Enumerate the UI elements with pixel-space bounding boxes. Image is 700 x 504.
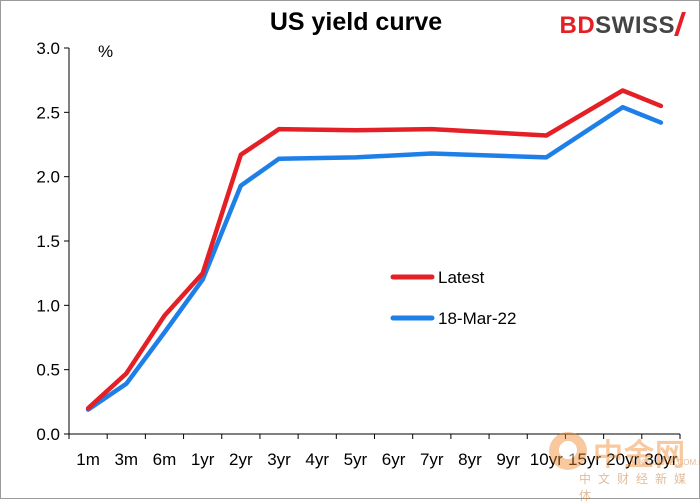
series-lines [85, 88, 664, 412]
x-tick-label: 10yr [530, 450, 563, 469]
brand-swiss: SWISS [595, 12, 675, 39]
y-tick-label: 1.0 [36, 296, 60, 315]
x-tick-label: 6yr [382, 450, 406, 469]
legend-label: Latest [438, 268, 485, 287]
x-tick-label: 20yr [606, 450, 639, 469]
legend-label: 18-Mar-22 [438, 309, 516, 328]
y-tick-label: 1.5 [36, 232, 60, 251]
x-tick-label: 3yr [267, 450, 291, 469]
x-tick-label: 7yr [420, 450, 444, 469]
x-tick-label: 1yr [191, 450, 215, 469]
y-tick-label: 3.0 [36, 39, 60, 58]
y-axis-unit-label: % [98, 42, 113, 61]
x-tick-label: 1m [76, 450, 100, 469]
x-tick-label: 2yr [229, 450, 253, 469]
brand-bd: BD [559, 12, 596, 39]
axes [64, 47, 681, 439]
legend: Latest 18-Mar-22 [390, 268, 516, 328]
x-tick-label: 15yr [568, 450, 601, 469]
y-tick-label: 2.0 [36, 168, 60, 187]
chart-title: US yield curve [269, 8, 443, 36]
tick-labels: 0.0 0.5 1.0 1.5 2.0 2.5 3.0 1m 3m 6m 1yr 2yr 3yr 4yr 5… [36, 39, 677, 469]
x-tick-label: 6m [153, 450, 177, 469]
x-tick-label: 30yr [644, 450, 677, 469]
x-tick-label: 4yr [305, 450, 329, 469]
bdswiss-logo: BDSWISS [559, 12, 686, 40]
y-tick-label: 0.5 [36, 361, 60, 380]
y-tick-label: 0.0 [36, 425, 60, 444]
x-tick-label: 3m [114, 450, 138, 469]
x-tick-label: 5yr [344, 450, 368, 469]
x-tick-label: 9yr [496, 450, 520, 469]
series-line-18-mar-22 [85, 104, 664, 412]
y-tick-label: 2.5 [36, 103, 60, 122]
x-tick-label: 8yr [458, 450, 482, 469]
series-line-latest [85, 88, 664, 411]
